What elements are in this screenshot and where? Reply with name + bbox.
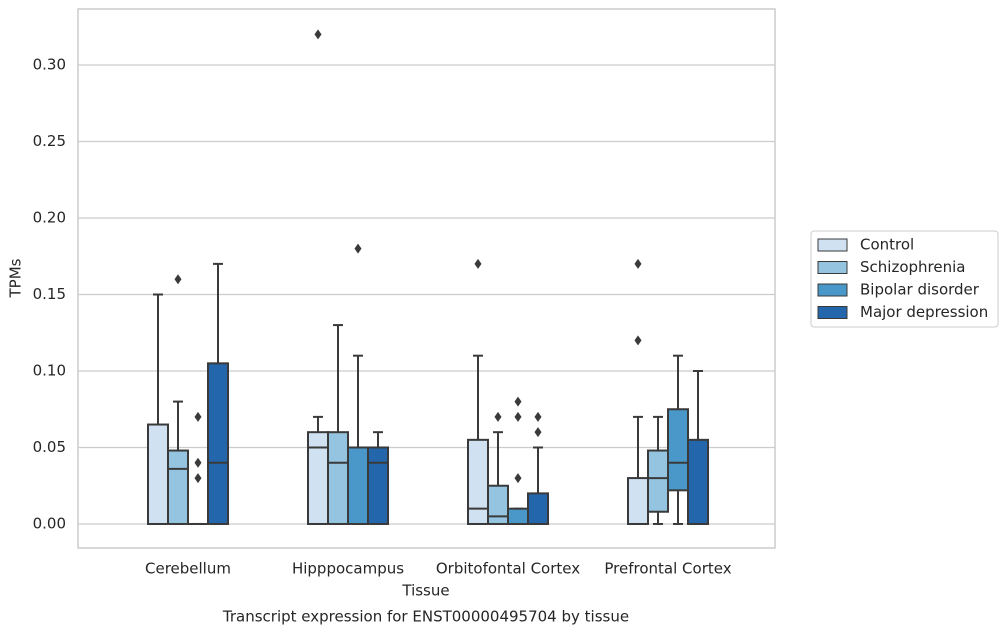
x-tick-label: Orbitofontal Cortex	[436, 560, 580, 578]
chart-title: Transcript expression for ENST0000049570…	[222, 608, 629, 626]
box	[487, 484, 509, 525]
x-axis-label: Tissue	[401, 582, 449, 600]
outlier	[474, 258, 482, 269]
legend-swatch	[817, 238, 848, 252]
box	[367, 446, 389, 525]
x-tick-label: Hipppocampus	[292, 560, 404, 578]
box	[147, 423, 169, 525]
box	[207, 362, 229, 525]
y-tick-label: 0.20	[33, 208, 66, 226]
x-tick-label: Prefrontal Cortex	[604, 560, 731, 578]
plot-frame	[77, 8, 776, 549]
legend-swatch	[817, 283, 848, 297]
box	[627, 477, 649, 525]
outlier	[174, 274, 182, 285]
y-tick-label: 0.05	[33, 438, 66, 456]
outlier	[194, 457, 202, 468]
legend-label: Schizophrenia	[860, 258, 965, 276]
outlier	[514, 473, 522, 484]
box	[687, 438, 709, 525]
legend-label: Bipolar disorder	[860, 281, 980, 299]
outlier	[314, 29, 322, 40]
legend-label: Control	[860, 236, 914, 254]
box	[347, 446, 369, 525]
legend-frame	[810, 230, 999, 328]
y-tick-label: 0.00	[33, 514, 66, 532]
box	[467, 438, 489, 525]
outlier	[634, 335, 642, 346]
legend-swatch	[817, 261, 848, 274]
box	[667, 408, 689, 492]
box	[167, 449, 189, 525]
box	[307, 431, 329, 525]
outlier	[194, 411, 202, 422]
legend-label: Major depression	[860, 303, 988, 321]
y-tick-label: 0.25	[33, 132, 66, 150]
x-tick-label: Cerebellum	[145, 560, 231, 578]
box	[527, 492, 549, 525]
legend-swatch	[817, 306, 848, 319]
y-tick-label: 0.10	[33, 361, 66, 379]
outlier	[514, 411, 522, 422]
outlier	[634, 258, 642, 269]
outlier	[514, 396, 522, 407]
outlier	[354, 243, 362, 254]
outlier	[534, 427, 542, 438]
outlier	[194, 473, 202, 484]
outlier	[534, 411, 542, 422]
y-tick-label: 0.30	[33, 55, 66, 73]
y-tick-label: 0.15	[33, 285, 66, 303]
box	[327, 431, 349, 525]
box	[507, 507, 529, 525]
outlier	[494, 411, 502, 422]
box	[647, 449, 669, 513]
y-axis-label: TPMs	[7, 258, 25, 298]
